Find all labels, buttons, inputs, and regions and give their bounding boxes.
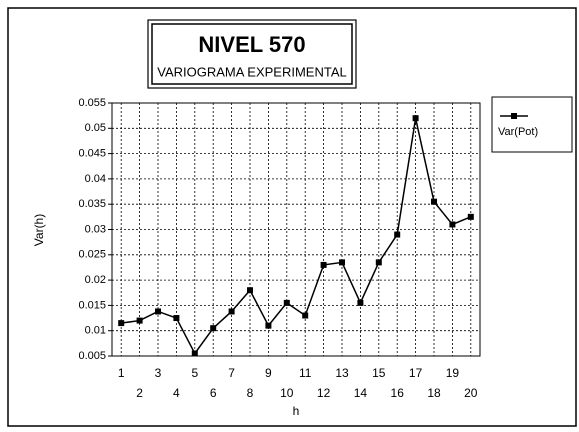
x-tick-label: 20 bbox=[464, 386, 478, 400]
chart-title: NIVEL 570 bbox=[198, 32, 305, 57]
x-tick-label: 13 bbox=[335, 366, 349, 380]
y-tick-label: 0.05 bbox=[85, 122, 106, 134]
x-tick-label: 2 bbox=[136, 386, 143, 400]
y-tick-label: 0.045 bbox=[78, 148, 106, 160]
title-box bbox=[147, 19, 357, 89]
point-marker bbox=[412, 115, 419, 122]
y-tick-label: 0.015 bbox=[78, 299, 106, 311]
point-marker bbox=[431, 198, 437, 205]
x-tick-label: 1 bbox=[118, 366, 125, 380]
x-tick-label: 15 bbox=[372, 366, 386, 380]
point-marker bbox=[357, 299, 364, 306]
x-tick-label: 9 bbox=[265, 366, 272, 380]
x-tick-label: 7 bbox=[228, 366, 235, 380]
point-marker bbox=[265, 322, 272, 329]
y-tick-label: 0.04 bbox=[85, 173, 106, 185]
x-tick-label: 6 bbox=[210, 386, 217, 400]
x-tick-label: 14 bbox=[354, 386, 368, 400]
point-marker bbox=[136, 317, 143, 324]
y-tick-label: 0.005 bbox=[78, 350, 106, 362]
y-tick-label: 0.01 bbox=[85, 325, 106, 337]
y-tick-label: 0.03 bbox=[85, 223, 106, 235]
legend-marker bbox=[511, 113, 517, 119]
chart-subtitle: VARIOGRAMA EXPERIMENTAL bbox=[157, 64, 347, 79]
x-tick-label: 19 bbox=[446, 366, 460, 380]
x-axis-title: h bbox=[293, 404, 300, 418]
point-marker bbox=[210, 325, 217, 332]
point-marker bbox=[283, 299, 290, 306]
point-marker bbox=[320, 261, 327, 268]
point-marker bbox=[394, 231, 401, 238]
legend-box bbox=[491, 96, 573, 153]
x-tick-label: 10 bbox=[280, 386, 294, 400]
point-marker bbox=[375, 259, 382, 266]
point-marker bbox=[449, 221, 456, 228]
x-tick-label: 11 bbox=[299, 366, 312, 380]
title-box-inner bbox=[151, 23, 353, 85]
point-marker bbox=[467, 213, 474, 220]
y-tick-label: 0.025 bbox=[78, 249, 106, 261]
point-marker bbox=[339, 259, 345, 266]
point-marker bbox=[155, 308, 161, 315]
x-tick-label: 5 bbox=[191, 366, 198, 380]
point-marker bbox=[191, 350, 198, 357]
x-tick-label: 8 bbox=[247, 386, 254, 400]
series-line bbox=[121, 118, 472, 355]
legend-label: Var(Pot) bbox=[498, 126, 538, 138]
y-tick-label: 0.02 bbox=[85, 274, 106, 286]
y-tick-label: 0.055 bbox=[78, 97, 106, 109]
y-axis-title: Var(h) bbox=[32, 214, 46, 246]
x-tick-label: 12 bbox=[317, 386, 331, 400]
point-marker bbox=[173, 315, 180, 322]
x-tick-label: 18 bbox=[427, 386, 441, 400]
plot-area bbox=[111, 102, 481, 357]
x-tick-label: 16 bbox=[391, 386, 405, 400]
x-tick-label: 3 bbox=[155, 366, 162, 380]
point-marker bbox=[247, 287, 253, 294]
point-marker bbox=[228, 308, 235, 315]
y-tick-label: 0.035 bbox=[78, 198, 106, 210]
x-tick-label: 17 bbox=[409, 366, 423, 380]
point-marker bbox=[302, 312, 309, 319]
x-tick-label: 4 bbox=[173, 386, 180, 400]
point-marker bbox=[118, 320, 125, 327]
